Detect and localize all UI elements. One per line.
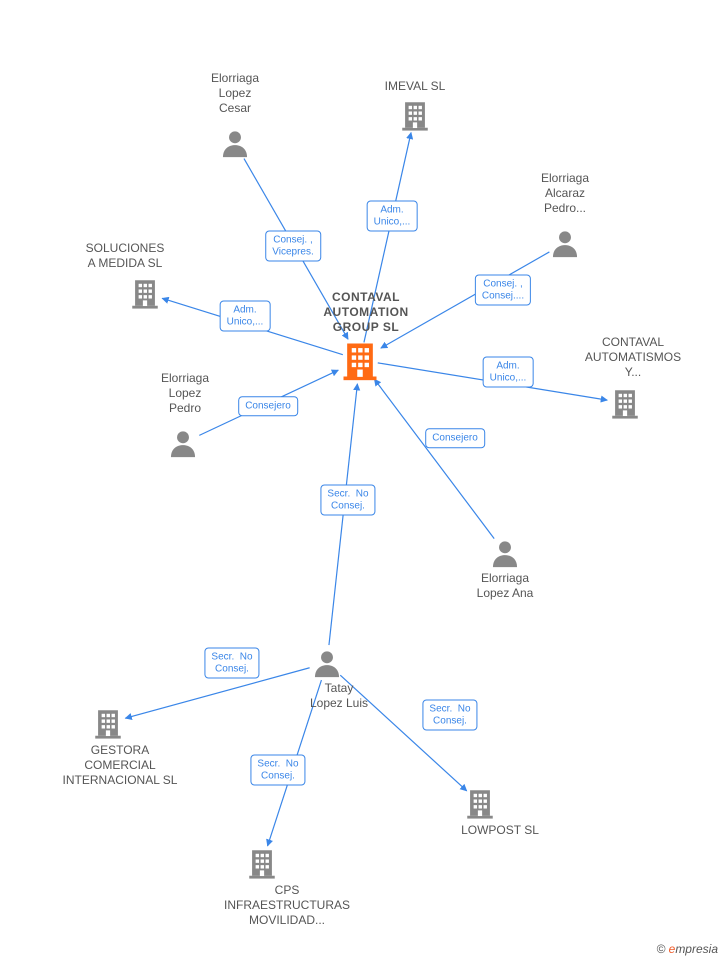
person-node-eap[interactable] [548, 226, 582, 260]
node-label-center: CONTAVALAUTOMATIONGROUP SL [323, 290, 408, 335]
company-node-cps[interactable] [245, 846, 279, 880]
edge-label-center-cay[interactable]: Adm. Unico,... [483, 357, 534, 388]
node-label-elp: ElorriagaLopezPedro [161, 371, 209, 416]
company-node-center[interactable] [338, 338, 382, 382]
node-label-imeval: IMEVAL SL [385, 79, 446, 94]
edge-label-tatay-center[interactable]: Secr. No Consej. [320, 485, 375, 516]
person-node-elp[interactable] [166, 426, 200, 460]
edge-label-ela-center[interactable]: Consejero [425, 428, 485, 448]
company-node-cay[interactable] [608, 386, 642, 420]
person-node-elc[interactable] [218, 126, 252, 160]
node-label-lowpost: LOWPOST SL [461, 823, 539, 838]
edge-label-center-imeval[interactable]: Adm. Unico,... [367, 201, 418, 232]
copyright-symbol: © [656, 942, 665, 956]
node-label-elc: ElorriagaLopezCesar [211, 71, 259, 116]
edge-label-elc-center[interactable]: Consej. , Vicepres. [265, 231, 321, 262]
edge-label-tatay-cps[interactable]: Secr. No Consej. [250, 755, 305, 786]
company-node-lowpost[interactable] [463, 786, 497, 820]
person-node-tatay[interactable] [310, 646, 344, 680]
edge-label-tatay-lowpost[interactable]: Secr. No Consej. [422, 700, 477, 731]
edge-label-elp-center[interactable]: Consejero [238, 396, 298, 416]
node-label-ela: ElorriagaLopez Ana [477, 571, 534, 601]
company-node-gci[interactable] [91, 706, 125, 740]
node-label-gci: GESTORACOMERCIALINTERNACIONAL SL [63, 743, 178, 788]
node-label-cps: CPSINFRAESTRUCTURASMOVILIDAD... [224, 883, 350, 928]
company-node-imeval[interactable] [398, 98, 432, 132]
diagram-canvas: CONTAVALAUTOMATIONGROUP SL ElorriagaLope… [0, 0, 728, 960]
edge-label-eap-center[interactable]: Consej. , Consej.... [475, 275, 531, 306]
node-label-eap: ElorriagaAlcarazPedro... [541, 171, 589, 216]
edge-ela-center [374, 379, 494, 538]
edge-layer [0, 0, 728, 960]
person-node-ela[interactable] [488, 536, 522, 570]
node-label-solmed: SOLUCIONESA MEDIDA SL [86, 241, 165, 271]
footer-text: mpresia [675, 942, 718, 956]
edge-label-center-solmed[interactable]: Adm. Unico,... [220, 301, 271, 332]
node-label-tatay: TatayLopez Luis [310, 681, 368, 711]
footer-copyright: © empresia [656, 942, 718, 956]
company-node-solmed[interactable] [128, 276, 162, 310]
edge-label-tatay-gci[interactable]: Secr. No Consej. [204, 648, 259, 679]
node-label-cay: CONTAVALAUTOMATISMOSY... [585, 335, 681, 380]
